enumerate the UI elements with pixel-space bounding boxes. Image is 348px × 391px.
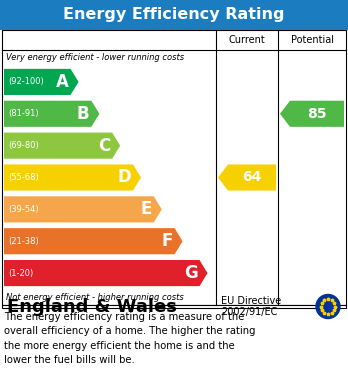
Text: (39-54): (39-54) xyxy=(8,205,39,214)
Text: England & Wales: England & Wales xyxy=(7,298,177,316)
Text: (21-38): (21-38) xyxy=(8,237,39,246)
Polygon shape xyxy=(4,165,141,190)
Bar xyxy=(0,0,348,30)
Text: (92-100): (92-100) xyxy=(8,77,44,86)
Text: F: F xyxy=(161,232,173,250)
Text: Current: Current xyxy=(229,35,266,45)
Text: (81-91): (81-91) xyxy=(8,109,39,118)
Circle shape xyxy=(316,294,340,319)
Text: (55-68): (55-68) xyxy=(8,173,39,182)
Text: EU Directive
2002/91/EC: EU Directive 2002/91/EC xyxy=(221,296,281,317)
Text: (69-80): (69-80) xyxy=(8,141,39,150)
Text: Very energy efficient - lower running costs: Very energy efficient - lower running co… xyxy=(6,54,184,63)
Text: C: C xyxy=(98,136,110,155)
Text: (1-20): (1-20) xyxy=(8,269,33,278)
Bar xyxy=(2,305,346,308)
Text: Energy Efficiency Rating: Energy Efficiency Rating xyxy=(63,7,285,23)
Polygon shape xyxy=(280,101,344,127)
Text: B: B xyxy=(77,105,89,123)
Text: 64: 64 xyxy=(242,170,262,185)
Polygon shape xyxy=(4,196,162,222)
Bar xyxy=(2,30,346,305)
Text: The energy efficiency rating is a measure of the
overall efficiency of a home. T: The energy efficiency rating is a measur… xyxy=(4,312,255,365)
Polygon shape xyxy=(4,228,183,254)
Text: Potential: Potential xyxy=(291,35,333,45)
Polygon shape xyxy=(4,101,100,127)
Polygon shape xyxy=(218,165,276,190)
Text: Not energy efficient - higher running costs: Not energy efficient - higher running co… xyxy=(6,292,184,301)
Polygon shape xyxy=(4,69,79,95)
Text: 85: 85 xyxy=(307,107,327,121)
Polygon shape xyxy=(4,133,120,159)
Text: D: D xyxy=(117,169,131,187)
Polygon shape xyxy=(4,260,207,286)
Text: E: E xyxy=(140,200,152,218)
Text: G: G xyxy=(184,264,198,282)
Text: A: A xyxy=(56,73,69,91)
